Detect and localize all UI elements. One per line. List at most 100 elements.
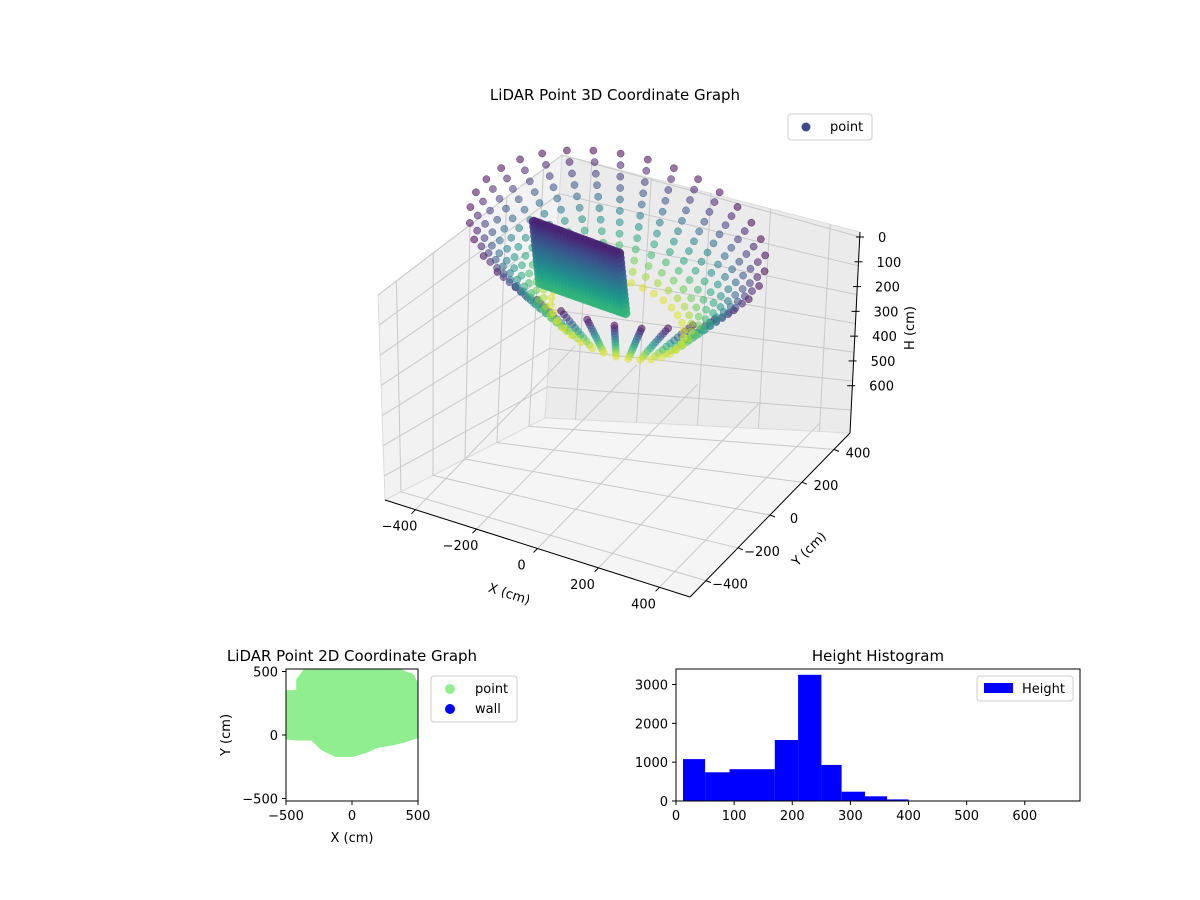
point-3d — [509, 185, 517, 193]
point-3d — [588, 344, 596, 353]
point-3d — [677, 340, 686, 348]
x-tick-label-3d: −200 — [443, 539, 479, 554]
point-3d — [650, 240, 659, 249]
point-3d — [634, 223, 643, 231]
point-3d — [716, 303, 725, 311]
point-3d — [703, 248, 712, 257]
grid-x-floor — [598, 403, 759, 569]
point-3d — [680, 326, 688, 335]
point-3d — [495, 249, 504, 258]
point-3d — [507, 233, 516, 242]
point-3d — [661, 196, 670, 205]
point-3d — [594, 192, 603, 201]
point-3d — [674, 266, 683, 275]
grid-y-left — [496, 196, 508, 443]
z-axis-label-3d: H (cm) — [903, 306, 918, 350]
point-3d — [624, 355, 633, 363]
point-3d — [493, 215, 502, 224]
point-3d — [616, 149, 625, 158]
point-3d — [760, 267, 769, 276]
ticks-hist: 0 100 200 300 400 500 600 0 1000 2000 3000 — [635, 679, 1037, 824]
point-3d — [664, 186, 673, 194]
point-3d — [709, 309, 717, 317]
point-3d — [701, 315, 710, 324]
point-3d — [709, 239, 718, 248]
z-tick-label-3d: 400 — [872, 330, 897, 345]
point-3d — [715, 188, 724, 197]
point-3d — [542, 160, 550, 169]
point-3d — [578, 215, 586, 224]
point-3d — [697, 257, 706, 266]
point-cloud-2d — [286, 669, 418, 757]
histogram-bar — [774, 740, 799, 801]
point-3d — [577, 338, 586, 347]
point-3d — [647, 355, 656, 364]
point-3d — [707, 269, 716, 277]
histogram-bar — [821, 764, 842, 801]
point-3d — [672, 345, 681, 354]
point-3d — [741, 292, 749, 301]
legend-2d-label-wall: wall — [475, 702, 501, 717]
point-3d — [553, 194, 562, 203]
point-3d — [649, 289, 658, 298]
point-3d — [685, 247, 693, 255]
point-3d — [477, 242, 486, 251]
x-tick-label-hist: 400 — [896, 809, 921, 824]
point-3d — [563, 146, 571, 155]
point-3d — [525, 279, 533, 287]
point-3d — [659, 296, 668, 305]
grid-z-right — [546, 386, 852, 411]
point-3d — [568, 169, 576, 178]
x-tick-label-hist: 600 — [1012, 809, 1037, 824]
point-3d — [596, 215, 605, 224]
point-3d — [742, 250, 751, 258]
point-3d — [694, 175, 702, 184]
point-3d — [525, 177, 534, 186]
point-3d — [591, 169, 600, 178]
point-3d — [679, 257, 688, 265]
point-3d — [466, 203, 475, 211]
histogram-bar — [887, 799, 909, 801]
y-axis-label-3d: Y (cm) — [789, 529, 830, 570]
point-3d — [573, 192, 581, 201]
grid-z-left — [378, 193, 560, 326]
legend-2d-label-point: point — [475, 682, 508, 697]
point-3d — [748, 287, 756, 295]
point-3d — [680, 302, 689, 311]
point-3d — [539, 293, 548, 302]
point-3d — [647, 251, 656, 260]
point-3d — [540, 209, 549, 218]
y-tick-label-2d: −500 — [242, 792, 278, 807]
x-tick-label-3d: 400 — [631, 597, 656, 612]
point-3d — [678, 319, 686, 327]
point-3d — [679, 285, 688, 294]
point-3d — [746, 279, 754, 287]
z-tick-label-3d: 600 — [869, 380, 894, 395]
grid-z-left — [383, 386, 548, 477]
point-3d — [690, 185, 698, 194]
point-3d — [538, 149, 547, 158]
y-tick-label-2d: 500 — [253, 666, 278, 681]
point-3d — [694, 321, 703, 330]
x-tick-label-hist: 300 — [838, 809, 863, 824]
grid-z-right — [559, 193, 859, 267]
point-3d — [700, 277, 709, 286]
point-3d — [559, 324, 568, 333]
point-3d — [589, 146, 598, 155]
point-3d — [518, 261, 526, 270]
point-3d — [670, 164, 678, 173]
point-3d — [580, 226, 589, 235]
point-3d — [687, 294, 696, 303]
scatter-2d-area — [286, 669, 418, 757]
point-3d — [678, 216, 686, 225]
point-3d — [484, 249, 493, 257]
point-3d — [553, 316, 562, 325]
point-3d — [720, 252, 729, 260]
point-3d — [673, 294, 682, 303]
point-3d — [593, 181, 601, 190]
point-3d — [535, 199, 544, 207]
point-3d — [615, 207, 624, 215]
point-3d — [514, 195, 523, 204]
legend-hist-swatch-height — [984, 683, 1013, 693]
